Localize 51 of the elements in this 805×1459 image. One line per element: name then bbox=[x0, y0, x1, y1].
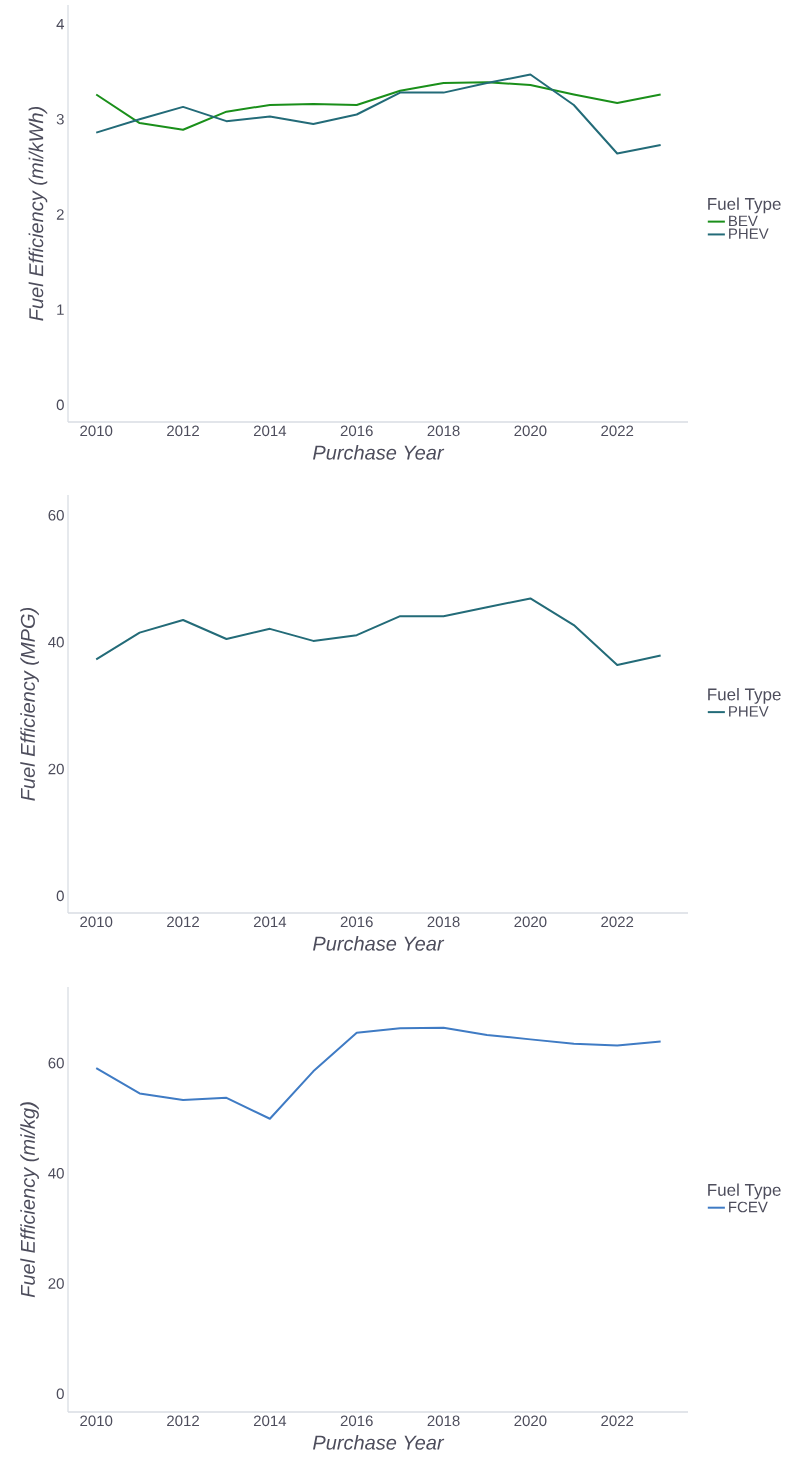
x-tick-label: 2020 bbox=[514, 1415, 547, 1427]
x-tick-label: 2022 bbox=[601, 916, 634, 928]
legend-label: FCEV bbox=[729, 1201, 768, 1213]
line-series bbox=[95, 1026, 662, 1120]
y-tick-label: 0 bbox=[56, 890, 64, 902]
x-tick-label: 2018 bbox=[427, 1415, 460, 1427]
legend-title: Fuel Type bbox=[708, 1183, 781, 1200]
x-tick-label: 2012 bbox=[167, 425, 199, 437]
y-tick-label: 0 bbox=[56, 1388, 64, 1400]
x-tick-label: 2018 bbox=[427, 916, 460, 928]
legend-label: BEV bbox=[729, 215, 758, 227]
x-tick-label: 2020 bbox=[514, 916, 547, 928]
x-tick-label: 2014 bbox=[253, 425, 287, 437]
x-axis-title: Purchase Year bbox=[313, 445, 445, 460]
x-tick-label: 2010 bbox=[80, 916, 113, 928]
x-tick-label: 2014 bbox=[253, 1415, 287, 1427]
line-series bbox=[95, 597, 662, 666]
y-tick-label: 60 bbox=[48, 1057, 64, 1069]
line-series bbox=[95, 81, 662, 131]
x-tick-label: 2022 bbox=[601, 425, 634, 437]
x-axis-title: Purchase Year bbox=[313, 936, 445, 951]
y-tick-label: 40 bbox=[48, 1168, 64, 1179]
y-tick-label: 0 bbox=[56, 399, 64, 411]
x-tick-label: 2012 bbox=[167, 1415, 199, 1427]
x-tick-label: 2022 bbox=[601, 1415, 634, 1427]
y-axis-title: Fuel Efficiency (MPG) bbox=[20, 607, 39, 801]
y-tick-label: 3 bbox=[56, 113, 64, 125]
x-tick-label: 2016 bbox=[340, 425, 373, 437]
x-tick-label: 2016 bbox=[340, 916, 373, 928]
y-tick-label: 40 bbox=[48, 636, 64, 648]
line-series bbox=[95, 73, 662, 155]
y-axis-title: Fuel Efficiency (mi/kWh) bbox=[28, 106, 48, 321]
x-tick-label: 2012 bbox=[167, 916, 199, 928]
x-tick-label: 2014 bbox=[253, 916, 287, 928]
x-tick-label: 2018 bbox=[427, 425, 460, 437]
y-tick-label: 2 bbox=[56, 209, 64, 220]
x-tick-label: 2016 bbox=[340, 1415, 373, 1427]
x-tick-label: 2010 bbox=[80, 425, 113, 437]
y-tick-label: 1 bbox=[57, 304, 64, 315]
legend-label: PHEV bbox=[729, 228, 769, 239]
y-tick-label: 4 bbox=[56, 18, 65, 30]
y-tick-label: 20 bbox=[48, 763, 64, 775]
x-tick-label: 2020 bbox=[514, 425, 547, 437]
x-axis-title: Purchase Year bbox=[313, 1435, 445, 1450]
x-tick-label: 2010 bbox=[80, 1415, 113, 1427]
y-tick-label: 20 bbox=[48, 1278, 64, 1289]
legend-title: Fuel Type bbox=[708, 197, 781, 214]
y-tick-label: 60 bbox=[48, 510, 64, 521]
y-axis-title: Fuel Efficiency (mi/kg) bbox=[20, 1102, 39, 1298]
legend-title: Fuel Type bbox=[708, 687, 781, 704]
legend-label: PHEV bbox=[729, 706, 769, 717]
